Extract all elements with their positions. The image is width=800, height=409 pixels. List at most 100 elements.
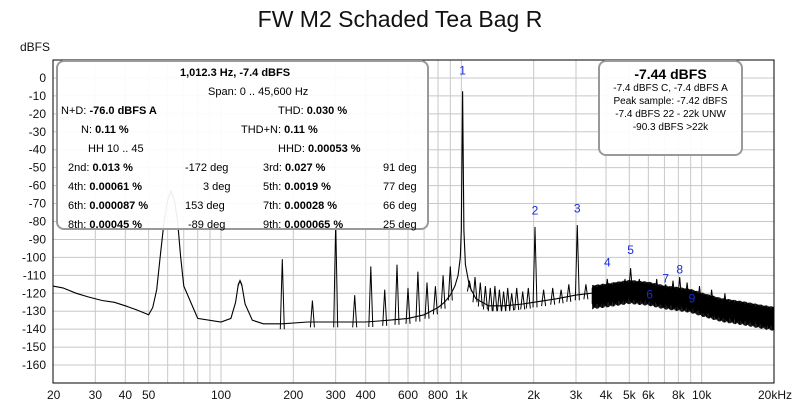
y-tick-label: -50 — [29, 161, 47, 175]
thdn-readout: THD+N: 0.11 % — [241, 124, 318, 136]
spectrum-spike — [472, 277, 478, 303]
harmonic-marker-7: 7 — [662, 272, 669, 286]
x-tick-label: 20kHz — [758, 388, 792, 402]
harmonic-marker-4: 4 — [604, 255, 611, 269]
harmonic-2-readout: 2nd: 0.013 % — [68, 162, 133, 174]
harmonic-4-phase: 3 deg — [203, 181, 231, 193]
harmonic-marker-5: 5 — [627, 243, 634, 257]
y-tick-label: -90 — [29, 232, 47, 246]
unweighted-level-line: -7.4 dBFS 22 - 22k UNW — [615, 109, 726, 120]
spectrum-spike — [415, 271, 421, 322]
harmonic-3-readout: 3rd: 0.027 % — [263, 162, 326, 174]
x-tick-label: 1k — [455, 388, 469, 402]
x-tick-label: 8k — [672, 388, 686, 402]
spectrum-spike — [541, 289, 547, 307]
y-tick-label: -60 — [29, 179, 47, 193]
harmonic-7-readout: 7th: 0.00028 % — [263, 200, 338, 212]
spectrum-spike — [309, 300, 315, 328]
y-axis-unit-label: dBFS — [20, 40, 51, 54]
harmonic-9-readout: 9th: 0.000065 % — [263, 219, 344, 231]
spectrum-spike — [505, 287, 511, 311]
spectrum-spike — [525, 287, 531, 309]
x-tick-label: 10k — [692, 388, 712, 402]
fundamental-readout: 1,012.3 Hz, -7.4 dBFS — [180, 67, 291, 79]
harmonic-6-phase: 153 deg — [185, 200, 225, 212]
harmonic-marker-1: 1 — [459, 63, 466, 77]
spectrum-spike — [520, 291, 526, 310]
spectrum-spike — [501, 291, 507, 312]
harmonic-marker-9: 9 — [689, 291, 696, 305]
harmonic-8-readout: 8th: 0.00045 % — [68, 219, 143, 231]
x-tick-label: 400 — [356, 388, 376, 402]
hh-range-label: HH 10 .. 45 — [88, 143, 144, 155]
spectrum-spike — [432, 286, 438, 315]
harmonic-marker-2: 2 — [532, 203, 539, 217]
spectrum-spike — [368, 266, 374, 328]
y-tick-label: -80 — [29, 215, 47, 229]
spectrum-spike — [466, 280, 472, 292]
noise-readout: N: 0.11 % — [81, 124, 129, 136]
spectrum-spike — [509, 293, 515, 311]
y-tick-label: -40 — [29, 143, 47, 157]
y-tick-labels: 0 -10 -20 -30 -40 -50 -60 -70 -80 -90 -100 -110 -120… — [22, 71, 46, 372]
spectrum-spike — [477, 282, 483, 307]
y-tick-label: 0 — [39, 71, 46, 85]
spectrum-spike — [279, 259, 285, 330]
y-tick-label: -100 — [22, 250, 46, 264]
nd-readout: N+D: -76.0 dBFS A — [61, 105, 157, 117]
harmonic-marker-6: 6 — [646, 288, 653, 302]
spectrum-spike — [514, 287, 520, 311]
x-tick-label: 2k — [527, 388, 541, 402]
hhd-readout: HHD: 0.00053 % — [278, 143, 361, 155]
spectrum-spike — [382, 289, 388, 326]
spectrum-spike — [237, 279, 243, 287]
harmonic-5-phase: 77 deg — [383, 181, 417, 193]
spectrum-traces — [52, 91, 775, 331]
spectrum-spike — [405, 287, 411, 324]
y-tick-label: -110 — [23, 268, 46, 282]
spectrum-spike — [492, 286, 498, 312]
spectrum-spike — [394, 264, 400, 325]
spectrum-spike — [440, 275, 446, 309]
harmonic-3-phase: 91 deg — [383, 162, 417, 174]
spectrum-spike — [566, 284, 572, 302]
y-tick-label: -20 — [29, 107, 47, 121]
spectrum-spike — [424, 282, 430, 319]
x-tick-label: 800 — [428, 388, 448, 402]
y-tick-label: -150 — [22, 340, 46, 354]
spectrum-spike — [352, 295, 358, 328]
y-tick-label: -140 — [22, 322, 46, 336]
x-tick-label: 600 — [398, 388, 418, 402]
harmonic-marker-3: 3 — [574, 202, 581, 216]
harmonic-2-phase: -172 deg — [185, 162, 229, 174]
harmonic-9-phase: 25 deg — [383, 219, 417, 231]
harmonic-4-readout: 4th: 0.00061 % — [68, 181, 143, 193]
ultrasonic-level-line: -90.3 dBFS >22k — [632, 122, 709, 133]
spectrum-line — [52, 91, 775, 325]
spectrum-spike — [574, 225, 580, 301]
x-tick-label: 20 — [47, 388, 61, 402]
spectrum-spike — [487, 287, 493, 312]
spectrum-spike — [532, 226, 538, 308]
harmonic-7-phase: 66 deg — [383, 200, 417, 212]
x-tick-label: 100 — [211, 388, 231, 402]
x-tick-label: 6k — [642, 388, 656, 402]
harmonic-8-phase: -89 deg — [188, 219, 226, 231]
x-tick-label: 200 — [283, 388, 303, 402]
x-tick-label: 50 — [142, 388, 156, 402]
x-tick-label: 300 — [326, 388, 346, 402]
peak-level-panel: -7.44 dBFS -7.4 dBFS C, -7.4 dBFS A Peak… — [598, 60, 743, 156]
x-tick-label: 5k — [623, 388, 637, 402]
noise-floor-texture — [591, 279, 775, 331]
spectrum-spike — [482, 286, 488, 310]
harmonic-6-readout: 6th: 0.000087 % — [68, 200, 149, 212]
thd-readout: THD: 0.030 % — [278, 105, 348, 117]
x-tick-label: 3k — [570, 388, 584, 402]
chart-title: FW M2 Schaded Tea Bag R — [257, 6, 543, 32]
peak-sample-line: Peak sample: -7.42 dBFS — [613, 96, 728, 107]
harmonic-5-readout: 5th: 0.0019 % — [263, 181, 331, 193]
spectrum-spike — [558, 289, 564, 304]
weighted-level-line: -7.4 dBFS C, -7.4 dBFS A — [613, 83, 728, 94]
y-tick-label: -130 — [22, 304, 46, 318]
